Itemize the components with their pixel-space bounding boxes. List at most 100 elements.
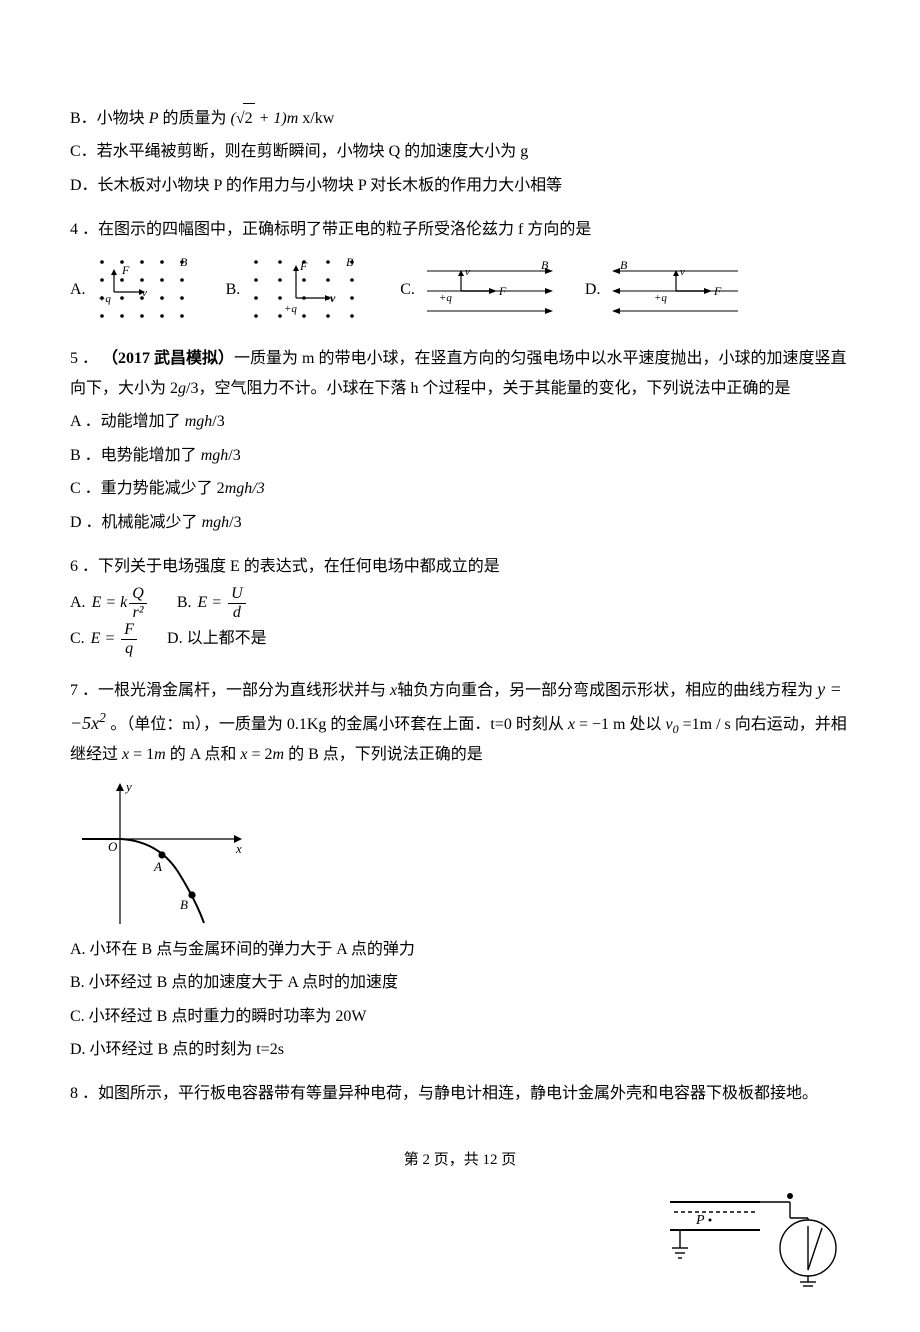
page-num: 2 [422,1152,430,1168]
q4-C: C. B v F +q [400,261,561,321]
q6-row2: C. E = Fq D. 以上都不是 [70,621,850,657]
num: U [228,585,246,603]
lorentz-diagram-C: B v F +q [421,261,561,321]
q4-B: B. B F v +q [226,252,377,330]
eq: = [100,630,119,647]
capacitor-electrometer-icon: P [650,1182,850,1292]
mid: 页，共 [430,1152,483,1168]
q7-B: B. 小环经过 B 点的加速度大于 A 点时的加速度 [70,968,850,998]
prefix: 5 ． [70,350,102,367]
label-B: B [620,261,628,272]
x: x [568,716,575,733]
opt-B-prev: B．小物块 P 的质量为 (√2 + 1)m x/kw [70,103,850,134]
rest2: /3，空气阻力不计。小球在下落 h 个过程中，关于其能量的变化，下列说法中正确的… [186,380,790,397]
text: 的质量为 [162,110,226,127]
x-label: x [235,841,242,856]
var-P: P [149,110,159,127]
svg-text:v: v [680,266,685,278]
t: = −1 m 处以 [575,716,666,733]
expr: (√2 + 1)m [230,110,302,127]
q8-text: 8 ．如图所示，平行板电容器带有等量异种电荷，与静电计相连，静电计金属外壳和电容… [70,1079,850,1109]
expr: mgh/3 [225,480,265,497]
text: B．小物块 [70,110,149,127]
x: x [240,746,247,763]
t: 7 ．一根光滑金属杆，一部分为直线形状并与 [70,682,390,699]
q6-B: B. E = Ud [177,585,248,621]
neg5: −5 [70,713,91,733]
q6-C: C. E = Fq [70,621,139,657]
m: m [273,746,285,763]
q6-text: 6 ．下列关于电场强度 E 的表达式，在任何电场中都成立的是 [70,552,850,582]
eq: = [207,594,226,611]
tail: /3 [228,447,240,464]
E: E [91,630,101,647]
label-B: B [541,261,549,272]
expr: mgh [201,447,229,464]
t: 。（单位：m），一质量为 0.1Kg 的金属小环套在上面．t=0 时刻从 [110,716,567,733]
label-B: B [346,255,354,269]
label: C. [70,624,85,654]
sq: 2 [99,710,106,725]
B: B [180,897,188,912]
lorentz-diagram-B: B F v +q [246,252,376,330]
num: F [121,621,137,639]
page-footer: 第 2 页，共 12 页 [70,1146,850,1175]
q5-A: A ．动能增加了 mgh/3 [70,407,850,437]
q4-A: A. B F v +q [70,252,202,330]
P-label: P [695,1213,705,1228]
t: 的 A 点和 [166,746,241,763]
q4-options-row: A. B F v +q B. [70,252,850,330]
label-q: +q [654,292,667,304]
q5-C: C ．重力势能减少了 2mgh/3 [70,474,850,504]
label: D. [585,275,601,305]
svg-text:v: v [142,287,147,299]
t: = 1 [129,746,154,763]
opt-C-prev: C．若水平绳被剪断，则在剪断瞬间，小物块 Q 的加速度大小为 g [70,137,850,167]
label: D. 以上都不是 [167,624,267,654]
q7-C: C. 小环经过 B 点时重力的瞬时功率为 20W [70,1002,850,1032]
label-B: B [180,255,188,269]
q6-A: A. E = kQr² [70,585,149,621]
q5-D: D ．机械能减少了 mgh/3 [70,508,850,538]
label: A ．动能增加了 [70,413,185,430]
label: B. [226,275,241,305]
q6-row1: A. E = kQr² B. E = Ud [70,585,850,621]
label: C. [400,275,415,305]
O: O [108,839,118,854]
A: A [153,859,162,874]
eq: = [825,679,842,699]
q7-graph: O x y A B [70,779,850,929]
x: x [91,713,99,733]
y: y [817,679,825,699]
m: m [287,110,299,127]
t: 的 B 点，下列说法正确的是 [284,746,483,763]
q8-figure: P [70,1182,850,1292]
E: E [92,594,102,611]
sqrt-arg: 2 [243,103,255,134]
den: d [228,603,246,622]
svg-text:v: v [465,266,470,278]
lorentz-diagram-D: B v F +q [606,261,746,321]
pre: 第 [404,1152,423,1168]
label-q: +q [98,293,111,305]
label-F: F [713,284,722,298]
g: g [178,380,186,397]
q5-text: 5 ． （2017 武昌模拟）一质量为 m 的带电小球，在竖直方向的匀强电场中以… [70,344,850,405]
m: m [154,746,166,763]
suf: 页 [498,1152,517,1168]
formula: E = kQr² [92,585,149,621]
text: x/kw [302,110,334,127]
q7-A: A. 小环在 B 点与金属环间的弹力大于 A 点的弹力 [70,935,850,965]
k: k [120,594,127,611]
opt-D-prev: D．长木板对小物块 P 的作用力与小物块 P 对长木板的作用力大小相等 [70,171,850,201]
expr: mgh [202,514,230,531]
label-q: +q [439,292,452,304]
parabola-graph-icon: O x y A B [70,779,250,929]
label-F: F [121,263,130,277]
q4-text: 4 ．在图示的四幅图中，正确标明了带正电的粒子所受洛伦兹力 f 方向的是 [70,215,850,245]
formula: E = Fq [91,621,139,657]
y-label: y [124,779,132,794]
svg-text:v: v [330,291,336,305]
label: C ．重力势能减少了 2 [70,480,225,497]
formula: E = Ud [197,585,247,621]
